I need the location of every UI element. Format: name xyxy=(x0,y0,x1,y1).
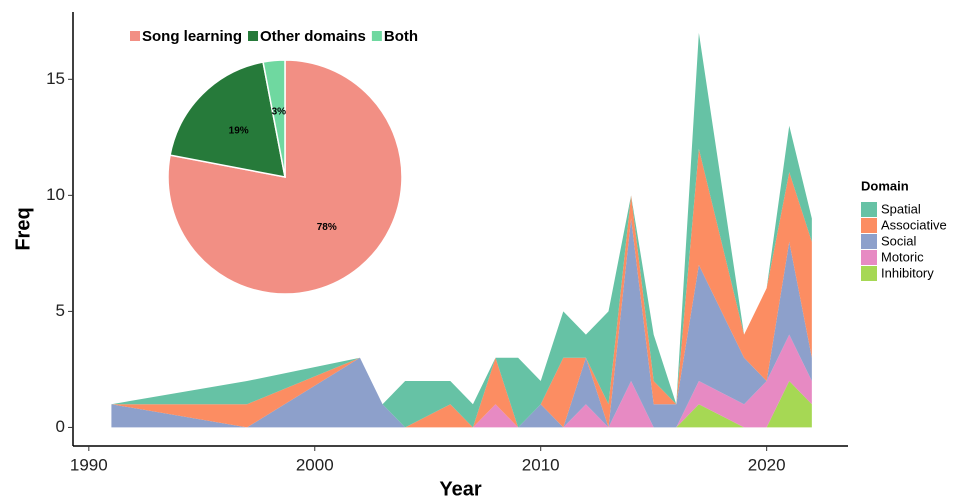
y-axis-label: Freq xyxy=(12,207,34,250)
legend-label: Social xyxy=(881,233,917,248)
pie-label: 78% xyxy=(317,222,337,233)
pie-label: 3% xyxy=(272,106,287,117)
legend-swatch xyxy=(861,250,877,265)
legend-swatch xyxy=(861,202,877,217)
y-tick-label: 10 xyxy=(46,185,65,204)
y-tick-label: 0 xyxy=(56,417,65,436)
x-tick-label: 2000 xyxy=(296,455,334,474)
pie-slice xyxy=(262,59,286,178)
legend-swatch xyxy=(371,31,382,41)
legend-label: Song learning xyxy=(142,28,242,45)
pie-label: 19% xyxy=(229,125,249,136)
legend-label: Both xyxy=(384,28,418,45)
area xyxy=(111,218,812,428)
x-axis-label: Year xyxy=(439,478,481,500)
legend-title: Domain xyxy=(861,178,909,193)
y-tick-label: 15 xyxy=(46,69,65,88)
legend-label: Inhibitory xyxy=(881,265,934,280)
legend-swatch xyxy=(248,31,259,41)
legend-swatch xyxy=(861,266,877,281)
legend-label: Motoric xyxy=(881,249,924,264)
legend-label: Associative xyxy=(881,217,947,232)
legend-swatch xyxy=(130,31,140,41)
legend-swatch xyxy=(861,234,877,249)
x-tick-label: 1990 xyxy=(70,455,108,474)
x-tick-label: 2020 xyxy=(748,455,786,474)
area xyxy=(111,334,812,428)
x-tick-label: 2010 xyxy=(522,455,560,474)
y-tick-label: 5 xyxy=(56,301,65,320)
legend-label: Spatial xyxy=(881,201,921,216)
legend-swatch xyxy=(861,218,877,233)
pie-slice xyxy=(169,61,286,178)
legend-label: Other domains xyxy=(260,28,366,45)
